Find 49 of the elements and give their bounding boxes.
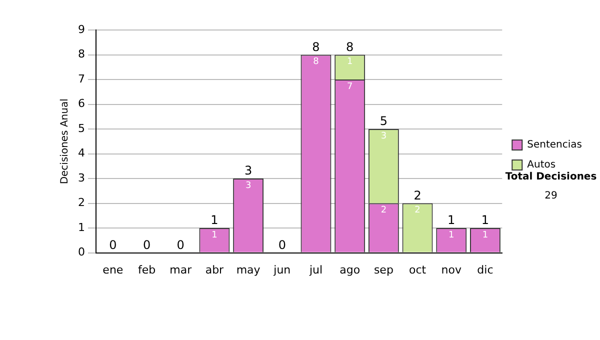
data-label: 2 (380, 206, 387, 216)
x-tick-label: jun (272, 263, 291, 276)
x-tick-label: dic (477, 263, 494, 276)
total-label: 3 (244, 164, 252, 178)
x-tick-label: ene (102, 263, 124, 276)
data-label: 1 (346, 57, 353, 68)
total-label: 1 (448, 213, 456, 228)
y-tick-label: 3 (78, 171, 85, 184)
x-tick-label: nov (441, 263, 462, 276)
y-tick-label: 1 (78, 220, 85, 234)
text: Total Decisiones (505, 172, 597, 183)
x-tick-label: mar (170, 263, 192, 276)
y-tick-label: 6 (78, 97, 85, 110)
legend-label: Autos (527, 160, 556, 171)
total-label: 0 (109, 238, 117, 252)
y-tick-label: 5 (78, 122, 85, 135)
x-tick-label: abr (205, 263, 224, 276)
total-label: 0 (278, 238, 286, 252)
x-tick-label: sep (374, 263, 394, 276)
legend-label: Sentencias (527, 140, 582, 151)
data-label: 1 (482, 230, 488, 240)
x-tick-label: oct (408, 263, 427, 276)
y-tick-label: 8 (78, 48, 85, 61)
data-label: 1 (212, 230, 218, 240)
data-label: 8 (313, 57, 320, 68)
total-label: 2 (414, 188, 422, 202)
data-label: 3 (380, 131, 387, 142)
x-tick-label: feb (138, 263, 156, 276)
total-label: 5 (380, 114, 388, 128)
y-tick-label: 9 (78, 22, 85, 36)
text: 29 (544, 190, 558, 202)
data-label: 3 (245, 180, 252, 191)
x-tick-label: may (236, 263, 261, 276)
y-axis-title: Decisiones Anual (60, 98, 71, 184)
y-tick-label: 4 (78, 146, 85, 160)
x-tick-label: jul (308, 263, 323, 276)
total-label: 0 (176, 238, 184, 252)
total-label: 0 (142, 238, 151, 252)
y-tick-label: 0 (78, 246, 85, 259)
data-label: 2 (414, 206, 420, 216)
data-label: 1 (448, 230, 454, 240)
total-label: 1 (210, 213, 218, 228)
y-tick-label: 7 (78, 72, 85, 86)
total-label: 8 (346, 40, 354, 54)
x-tick-label: ago (340, 263, 360, 276)
total-label: 1 (481, 213, 490, 228)
y-tick-label: 2 (78, 196, 85, 210)
total-label: 8 (312, 40, 320, 54)
data-label: 7 (346, 82, 353, 92)
